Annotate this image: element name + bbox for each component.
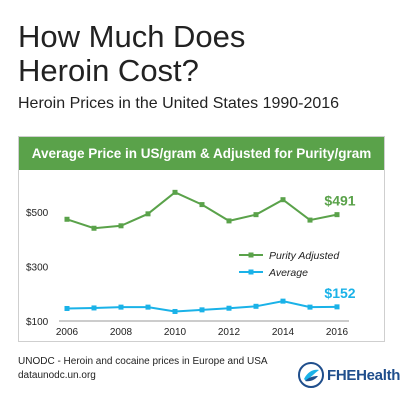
y-tick-label: $100 <box>26 317 49 328</box>
page-title: How Much Does Heroin Cost? <box>18 19 246 88</box>
legend-label: Purity Adjusted <box>269 250 340 262</box>
x-tick-label: 2006 <box>56 327 79 338</box>
series-end-label: $491 <box>324 193 355 209</box>
x-tick-label: 2014 <box>272 327 295 338</box>
data-point <box>199 202 205 208</box>
data-point <box>145 304 151 310</box>
legend-swatch-marker <box>248 252 254 258</box>
data-point <box>199 307 205 313</box>
page-subtitle: Heroin Prices in the United States 1990-… <box>18 95 340 112</box>
data-point <box>91 225 97 231</box>
source-text: UNODC - Heroin and cocaine prices in Eur… <box>18 356 268 367</box>
data-point <box>172 189 178 195</box>
data-point <box>118 223 124 229</box>
y-tick-label: $300 <box>26 263 49 274</box>
data-point <box>280 197 286 203</box>
logo-text: FHEHealth <box>327 366 400 384</box>
data-point <box>307 217 313 223</box>
data-point <box>253 212 259 218</box>
fhe-health-logo: FHEHealth <box>298 362 400 388</box>
data-point <box>91 305 97 311</box>
data-point <box>334 304 340 310</box>
legend-swatch-marker <box>248 269 254 275</box>
data-point <box>253 303 259 309</box>
data-point <box>64 216 70 222</box>
source-url[interactable]: dataunodc.un.org <box>18 370 96 381</box>
x-tick-label: 2016 <box>326 327 349 338</box>
data-point <box>280 298 286 304</box>
x-tick-label: 2010 <box>164 327 187 338</box>
line-chart: $100 $300 $500 2006 2008 2010 2012 2014 2016 $491… <box>26 189 356 338</box>
chart-header: Average Price in US/gram & Adjusted for … <box>19 137 384 170</box>
data-point <box>226 218 232 224</box>
chart-card: Average Price in US/gram & Adjusted for … <box>18 136 385 342</box>
legend-label: Average <box>268 267 308 279</box>
data-point <box>334 212 340 218</box>
series-end-label: $152 <box>324 285 355 301</box>
x-tick-label: 2008 <box>110 327 133 338</box>
data-point <box>172 308 178 314</box>
leaf-icon <box>298 362 324 388</box>
data-point <box>64 305 70 311</box>
y-tick-label: $500 <box>26 208 49 219</box>
x-tick-label: 2012 <box>218 327 241 338</box>
series-line <box>66 191 338 230</box>
data-point <box>118 304 124 310</box>
data-point <box>307 304 313 310</box>
data-point <box>145 211 151 217</box>
data-point <box>226 305 232 311</box>
